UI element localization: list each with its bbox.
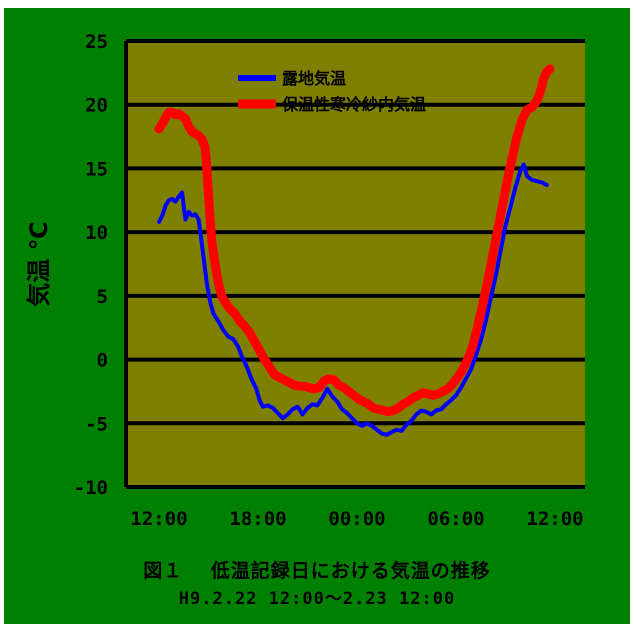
- y-tick-label: 15: [85, 158, 108, 180]
- y-tick-label: -10: [74, 477, 108, 499]
- legend-label-covered: 保温性寒冷紗内気温: [281, 95, 426, 114]
- legend-label-outdoor: 露地気温: [282, 69, 346, 88]
- figure-period: H9.2.22 12:00～2.23 12:00: [178, 589, 456, 609]
- legend: 露地気温 保温性寒冷紗内気温: [238, 69, 426, 114]
- figure-caption: 図１ 低温記録日における気温の推移: [143, 560, 491, 582]
- y-tick-label: -5: [85, 413, 108, 435]
- series-line-covered: [154, 64, 555, 417]
- y-axis-ticks: 25 20 15 10 5 0 -5 -10: [74, 31, 108, 499]
- y-tick-label: 25: [85, 31, 108, 53]
- series-layer: [154, 64, 555, 437]
- x-axis-ticks: 12:00 18:00 00:00 06:00 12:00: [130, 508, 583, 530]
- y-tick-label: 20: [85, 95, 108, 117]
- x-tick-label: 00:00: [328, 508, 385, 530]
- series-line-outdoor: [157, 162, 549, 437]
- plot-border: [124, 41, 585, 489]
- y-axis-label: 気温 ℃: [25, 221, 53, 306]
- x-tick-label: 18:00: [229, 508, 286, 530]
- y-tick-label: 0: [97, 350, 108, 372]
- x-tick-label: 06:00: [427, 508, 484, 530]
- y-axis-label-text: 気温 ℃: [25, 221, 53, 306]
- x-tick-label: 12:00: [130, 508, 187, 530]
- x-tick-label: 12:00: [526, 508, 583, 530]
- y-tick-label: 5: [97, 286, 108, 308]
- y-tick-label: 10: [85, 222, 108, 244]
